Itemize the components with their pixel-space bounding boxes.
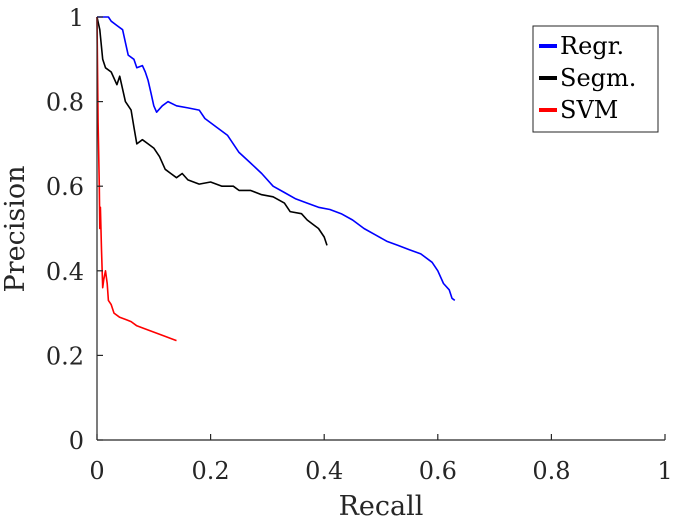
y-tick-label: 0: [69, 427, 84, 455]
x-tick-label: 0.6: [419, 457, 457, 485]
y-tick-label: 0.6: [46, 173, 84, 201]
series-line-regr: [97, 16, 456, 302]
y-tick-label: 0.4: [46, 258, 84, 286]
x-tick-labels: 0 0.2 0.4 0.6 0.8 1: [89, 457, 672, 485]
series-line-svm: [96, 16, 177, 342]
series-line-segm: [96, 16, 328, 246]
series-layer: [96, 16, 456, 342]
x-tick-label: 0.4: [305, 457, 343, 485]
axes-layer: [96, 16, 666, 441]
x-axis-label: Recall: [339, 491, 424, 522]
x-tick-label: 0.2: [192, 457, 230, 485]
y-tick-label: 0.2: [46, 342, 84, 370]
y-tick-label: 0.8: [46, 89, 84, 117]
legend-label: Regr.: [560, 32, 624, 60]
x-tick-label: 0: [89, 457, 104, 485]
y-tick-labels: 0 0.2 0.4 0.6 0.8 1: [46, 4, 84, 455]
y-axis-label: Precision: [0, 166, 31, 293]
y-tick-label: 1: [69, 4, 84, 32]
legend: Regr. Segm. SVM: [532, 25, 659, 133]
x-tick-label: 0.8: [532, 457, 570, 485]
legend-label: SVM: [560, 96, 618, 124]
legend-label: Segm.: [560, 64, 636, 92]
x-tick-label: 1: [657, 457, 672, 485]
